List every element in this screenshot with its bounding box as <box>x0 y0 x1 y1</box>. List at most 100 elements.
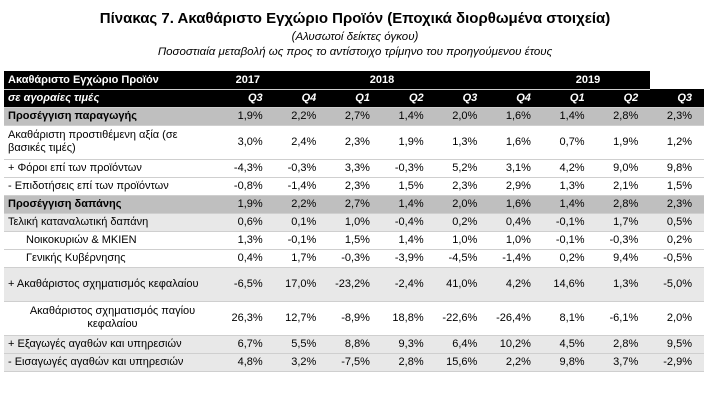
value-cell: 9,4% <box>596 249 651 268</box>
value-cell: -0,1% <box>274 231 329 250</box>
row-label-text: - Εισαγωγές αγαθών και υπηρεσιών <box>8 355 184 368</box>
value-cell: 2,3% <box>650 107 704 126</box>
gdp-table-body: Ακαθάριστο Εγχώριο Προϊόν 2017 2018 2019… <box>4 71 704 372</box>
table-title: Πίνακας 7. Ακαθάριστο Εγχώριο Προϊόν (Επ… <box>99 10 611 27</box>
value-cell: 0,7% <box>542 125 597 160</box>
value-cell: 2,7% <box>328 107 382 126</box>
value-cell: 1,9% <box>221 195 275 214</box>
year-2018: 2018 <box>274 71 490 90</box>
value-cell: 2,0% <box>650 301 704 336</box>
value-cell: -0,3% <box>328 249 382 268</box>
value-cell: 9,0% <box>596 159 651 178</box>
value-cell: 2,8% <box>596 195 651 214</box>
value-cell: 2,3% <box>328 177 382 196</box>
value-cell: 3,0% <box>221 125 275 160</box>
value-cell: 10,2% <box>489 335 543 354</box>
year-2017: 2017 <box>221 71 275 90</box>
value-cell: 1,6% <box>489 125 543 160</box>
value-cell: -0,4% <box>381 213 436 232</box>
value-cell: 12,7% <box>274 301 329 336</box>
value-cell: 2,8% <box>596 335 651 354</box>
value-cell: 1,5% <box>650 177 704 196</box>
value-cell: 15,6% <box>435 353 490 372</box>
value-cell: 1,4% <box>381 107 436 126</box>
value-cell: 1,0% <box>328 213 382 232</box>
row-label-text: Γενικής Κυβέρνησης <box>26 251 126 264</box>
table-row: + Εξαγωγές αγαθών και υπηρεσιών 6,7% 5,5% 8… <box>4 335 704 354</box>
header-sublabel: σε αγοραίες τιμές <box>4 89 221 108</box>
value-cell: -6,5% <box>221 267 275 302</box>
row-label: Ακαθάριστος σχηματισμός παγίου κεφαλαίου <box>4 301 221 336</box>
value-cell: 9,5% <box>650 335 704 354</box>
value-cell: 5,5% <box>274 335 329 354</box>
value-cell: -22,6% <box>435 301 490 336</box>
value-cell: 1,4% <box>381 195 436 214</box>
row-label: + Ακαθάριστος σχηματισμός κεφαλαίου <box>4 267 221 302</box>
value-cell: 9,3% <box>381 335 436 354</box>
table-row: Νοικοκυριών & ΜΚΙΕΝ 1,3% -0,1% 1,5% 1,4% 1,0%… <box>4 231 704 250</box>
table-subtitle-description: Ποσοστιαία μεταβολή ως προς το αντίστοιχ… <box>157 46 553 58</box>
value-cell: 2,3% <box>435 177 490 196</box>
quarter-header: Q4 <box>274 89 329 108</box>
value-cell: 2,4% <box>274 125 329 160</box>
value-cell: -7,5% <box>328 353 382 372</box>
table-row: Προσέγγιση δαπάνης 1,9% 2,2% 2,7% 1,4% 2,0% 1,… <box>4 195 704 214</box>
header-row-years: Ακαθάριστο Εγχώριο Προϊόν 2017 2018 2019 <box>4 71 704 90</box>
value-cell: 0,6% <box>221 213 275 232</box>
row-label-text: + Ακαθάριστος σχηματισμός κεφαλαίου <box>8 277 199 290</box>
value-cell: 2,2% <box>274 107 329 126</box>
value-cell: 1,9% <box>381 125 436 160</box>
row-label: Προσέγγιση παραγωγής <box>4 107 221 126</box>
quarter-header: Q2 <box>381 89 436 108</box>
value-cell: 4,2% <box>489 267 543 302</box>
quarter-header: Q3 <box>650 89 704 108</box>
row-label-text: Προσέγγιση παραγωγής <box>8 109 137 122</box>
value-cell: 1,4% <box>381 231 436 250</box>
value-cell: 6,7% <box>221 335 275 354</box>
value-cell: -26,4% <box>489 301 543 336</box>
header-row-quarters: σε αγοραίες τιμές Q3 Q4 Q1 Q2 Q3 Q4 Q1 Q2 Q3 <box>4 89 704 108</box>
value-cell: 1,5% <box>328 231 382 250</box>
quarter-header: Q3 <box>435 89 490 108</box>
value-cell: 1,6% <box>489 195 543 214</box>
row-label: Νοικοκυριών & ΜΚΙΕΝ <box>4 231 221 250</box>
table-subtitle-units: (Αλυσωτοί δείκτες όγκου) <box>291 31 419 43</box>
row-label: Γενικής Κυβέρνησης <box>4 249 221 268</box>
value-cell: 14,6% <box>542 267 597 302</box>
value-cell: 26,3% <box>221 301 275 336</box>
value-cell: 2,2% <box>489 353 543 372</box>
value-cell: 0,1% <box>274 213 329 232</box>
value-cell: 4,2% <box>542 159 597 178</box>
table-row: Προσέγγιση παραγωγής 1,9% 2,2% 2,7% 1,4% 2,0%… <box>4 107 704 126</box>
value-cell: 2,9% <box>489 177 543 196</box>
row-label: Τελική καταναλωτική δαπάνη <box>4 213 221 232</box>
value-cell: -0,1% <box>542 213 597 232</box>
row-label-text: - Επιδοτήσεις επί των προϊόντων <box>8 179 169 192</box>
value-cell: 1,7% <box>274 249 329 268</box>
value-cell: 1,3% <box>435 125 490 160</box>
value-cell: 2,3% <box>328 125 382 160</box>
value-cell: 2,8% <box>596 107 651 126</box>
value-cell: 0,4% <box>221 249 275 268</box>
gdp-table: Ακαθάριστο Εγχώριο Προϊόν 2017 2018 2019… <box>4 71 704 372</box>
table-row: Ακαθάριστη προστιθέμενη αξία (σε βασικές… <box>4 125 704 160</box>
quarter-header: Q1 <box>328 89 382 108</box>
value-cell: -5,0% <box>650 267 704 302</box>
value-cell: -4,3% <box>221 159 275 178</box>
value-cell: 18,8% <box>381 301 436 336</box>
table-row: Ακαθάριστος σχηματισμός παγίου κεφαλαίου… <box>4 301 704 336</box>
quarter-header: Q2 <box>596 89 651 108</box>
value-cell: -8,9% <box>328 301 382 336</box>
quarter-header: Q4 <box>489 89 543 108</box>
value-cell: 3,3% <box>328 159 382 178</box>
value-cell: 1,3% <box>596 267 651 302</box>
value-cell: 3,1% <box>489 159 543 178</box>
value-cell: 0,4% <box>489 213 543 232</box>
value-cell: 4,8% <box>221 353 275 372</box>
value-cell: 2,7% <box>328 195 382 214</box>
table-row: - Επιδοτήσεις επί των προϊόντων -0,8% -1,4… <box>4 177 704 196</box>
value-cell: -6,1% <box>596 301 651 336</box>
row-label-text: + Εξαγωγές αγαθών και υπηρεσιών <box>8 337 182 350</box>
year-2019: 2019 <box>489 71 651 90</box>
quarter-header: Q1 <box>542 89 597 108</box>
